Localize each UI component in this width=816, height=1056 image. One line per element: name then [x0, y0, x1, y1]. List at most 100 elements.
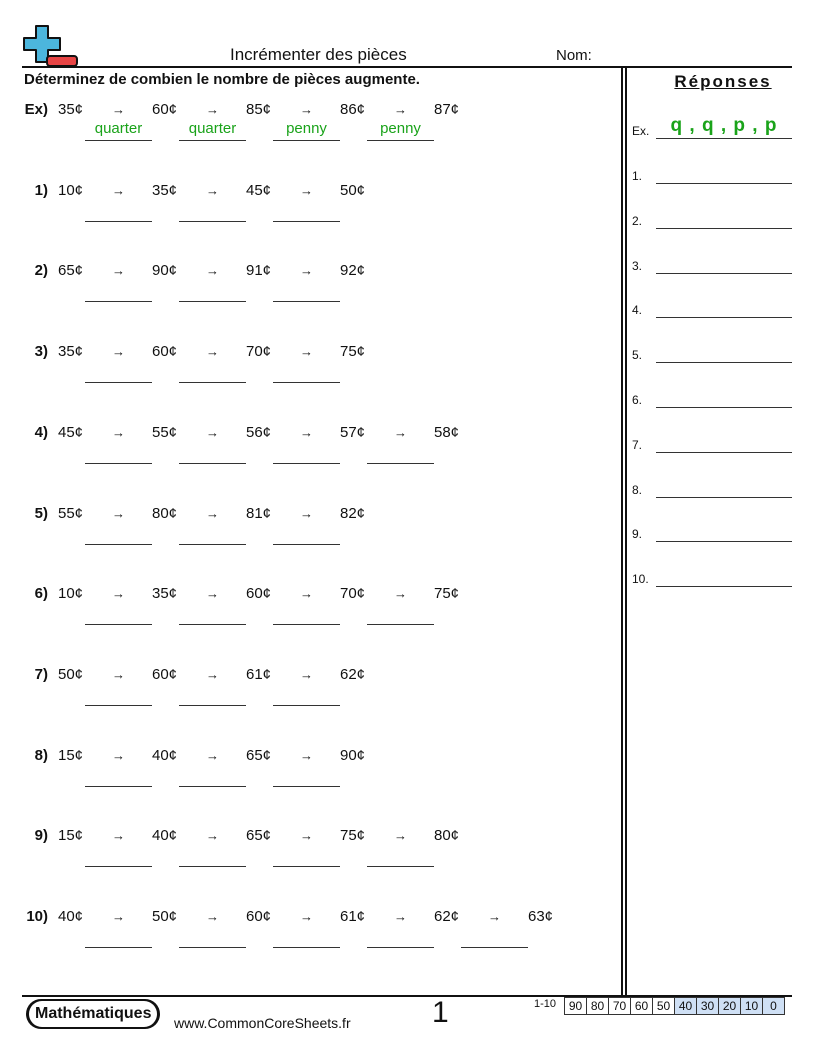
coin-value: 40¢ — [152, 827, 178, 845]
answer-label: 4. — [632, 303, 643, 318]
answer-blank — [179, 281, 246, 303]
answer-line — [656, 138, 792, 139]
coin-value: 10¢ — [58, 585, 84, 603]
coin-value: 60¢ — [152, 665, 178, 683]
coin-value: 15¢ — [58, 746, 84, 764]
arrow-icon: → — [206, 747, 219, 763]
example-answer: q , q , p , p — [670, 115, 778, 136]
answer-line — [656, 407, 792, 408]
arrow-icon: → — [112, 182, 125, 198]
answer-blank — [85, 443, 152, 464]
arrow-icon: → — [112, 344, 125, 360]
answer-blank — [273, 201, 340, 222]
coin-value: 58¢ — [434, 423, 460, 441]
answer-blank — [179, 443, 246, 464]
coin-value: 50¢ — [340, 181, 366, 199]
divider — [621, 68, 623, 996]
problem-label: 6) — [34, 585, 48, 603]
arrow-icon: → — [206, 505, 219, 521]
coin-value: 85¢ — [246, 101, 272, 118]
coin-value: 62¢ — [340, 665, 366, 683]
coin-value: 35¢ — [152, 585, 178, 603]
coin-value: 90¢ — [152, 262, 178, 280]
score-cell: 70 — [609, 998, 631, 1014]
answer-blank — [179, 362, 246, 384]
coin-value: 92¢ — [340, 262, 366, 280]
arrow-icon: → — [488, 909, 501, 924]
coin-value: 87¢ — [434, 101, 460, 118]
answer-blank — [273, 524, 340, 545]
arrow-icon: → — [112, 424, 125, 440]
answer-blank — [367, 604, 434, 626]
problem-label: 5) — [34, 504, 48, 522]
answer-blank — [273, 685, 340, 706]
answer-blank — [367, 927, 434, 948]
arrow-icon: → — [394, 586, 407, 602]
coin-value: 65¢ — [246, 746, 272, 764]
answer-blank — [367, 443, 434, 464]
answer-blank — [273, 604, 340, 626]
coin-value: 57¢ — [340, 423, 366, 441]
score-label: 1-10 — [534, 998, 557, 1010]
arrow-icon: → — [206, 344, 219, 360]
answer-blank — [461, 927, 528, 948]
arrow-icon: → — [394, 909, 407, 924]
coin-value: 60¢ — [152, 343, 178, 361]
arrow-icon: → — [300, 505, 313, 521]
answers-title: Réponses — [674, 72, 772, 91]
problem-label: 8) — [34, 746, 48, 764]
score-cell: 60 — [631, 998, 653, 1014]
arrow-icon: → — [300, 828, 313, 844]
arrow-icon: → — [300, 102, 313, 117]
coin-value: 80¢ — [152, 504, 178, 522]
answer-blank — [85, 604, 152, 626]
arrow-icon: → — [206, 102, 219, 117]
coin-value: 70¢ — [246, 343, 272, 361]
coin-value: 91¢ — [246, 262, 272, 280]
problem-label: 10) — [26, 908, 48, 925]
divider — [22, 995, 792, 997]
answer-blank — [273, 362, 340, 384]
arrow-icon: → — [300, 747, 313, 763]
arrow-icon: → — [300, 344, 313, 360]
coin-value: 35¢ — [58, 343, 84, 361]
answer-blank — [85, 281, 152, 303]
divider — [22, 66, 792, 68]
answer-blank — [85, 685, 152, 706]
coin-value: 62¢ — [434, 908, 460, 925]
arrow-icon: → — [112, 909, 125, 924]
problem-label: Ex) — [24, 101, 48, 118]
coin-value: 86¢ — [340, 101, 366, 118]
answer-line — [656, 362, 792, 364]
answer-blank — [179, 846, 246, 868]
score-table: 90 80 70 60 50 40 30 20 10 0 — [564, 997, 785, 1015]
arrow-icon: → — [206, 182, 219, 198]
problem-label: 3) — [34, 343, 48, 361]
answer-label-ex: Ex. — [632, 124, 650, 138]
arrow-icon: → — [112, 263, 125, 279]
site-url: www.CommonCoreSheets.fr — [174, 1015, 351, 1031]
coin-value: 15¢ — [58, 827, 84, 845]
arrow-icon: → — [206, 424, 219, 440]
coin-value: 60¢ — [246, 908, 272, 925]
answer-label: 6. — [632, 393, 643, 407]
arrow-icon: → — [112, 828, 125, 844]
coin-value: 61¢ — [340, 908, 366, 925]
coin-value: 60¢ — [246, 585, 272, 603]
coin-value: 55¢ — [58, 504, 84, 522]
coin-value: 65¢ — [246, 827, 272, 845]
arrow-icon: → — [112, 666, 125, 682]
answer-blank — [85, 362, 152, 384]
problem-label: 9) — [34, 827, 48, 845]
answer-blank — [179, 201, 246, 222]
coin-value: 10¢ — [58, 181, 84, 199]
score-cell: 80 — [587, 998, 609, 1014]
coin-value: 75¢ — [340, 827, 366, 845]
answer-blank — [367, 846, 434, 868]
arrow-icon: → — [300, 666, 313, 682]
answer-line — [656, 586, 792, 588]
answer-blank — [85, 766, 152, 787]
coin-value: 75¢ — [340, 343, 366, 361]
answer-line — [656, 541, 792, 543]
arrow-icon: → — [300, 909, 313, 924]
